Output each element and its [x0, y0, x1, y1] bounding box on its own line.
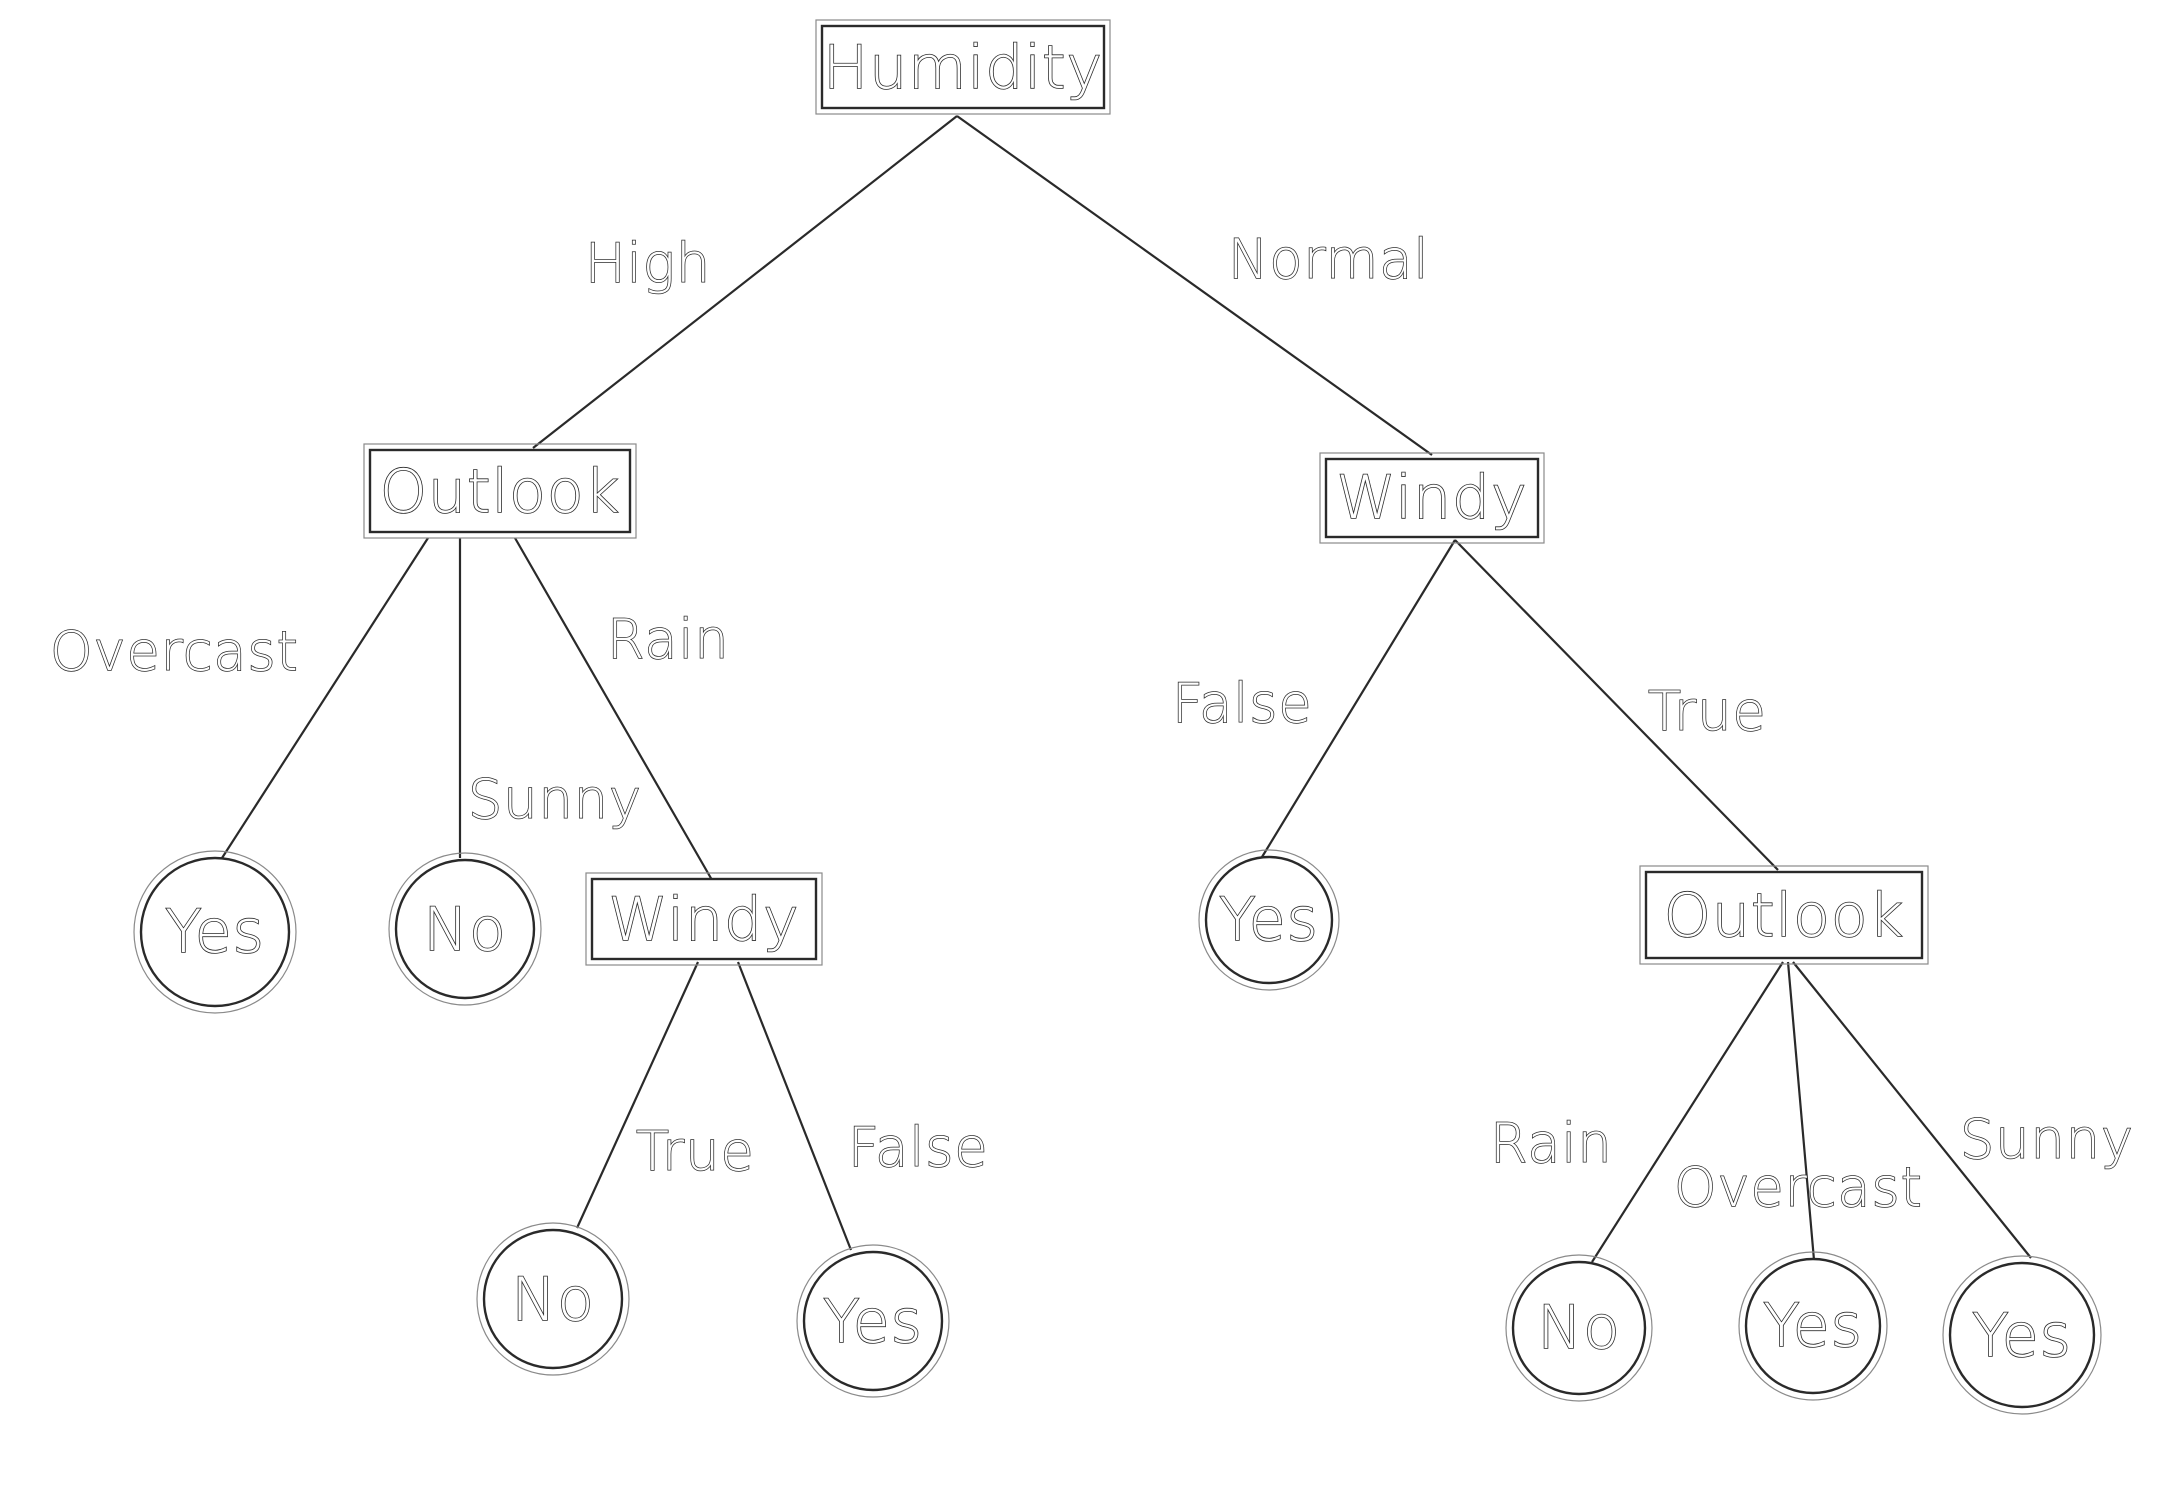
edge-label-high: High	[585, 232, 711, 295]
leaf-label: Yes	[1219, 885, 1319, 955]
decision-node-windy-left: Windy	[585, 872, 823, 966]
leaf-label: No	[511, 1265, 595, 1335]
edge-outlook-right-sunny	[1792, 961, 2032, 1259]
decision-node-outlook-right: Outlook	[1639, 865, 1929, 965]
tree-edges	[221, 115, 2032, 1263]
edge-humidity-high	[532, 115, 958, 449]
leaf-node-no: No	[476, 1222, 630, 1376]
leaf-node-yes: Yes	[133, 850, 297, 1014]
node-label-outlook-left: Outlook	[380, 457, 621, 527]
node-label-windy-left: Windy	[608, 885, 799, 955]
decision-node-humidity: Humidity	[815, 19, 1111, 115]
leaf-label: Yes	[165, 897, 265, 967]
leaf-node-no: No	[1505, 1254, 1653, 1402]
leaf-label: Yes	[1972, 1301, 2072, 1371]
node-label-humidity: Humidity	[823, 33, 1103, 103]
edge-outlook-overcast	[221, 537, 429, 859]
node-label-windy-right: Windy	[1336, 463, 1527, 533]
edge-label-false: False	[848, 1116, 989, 1179]
leaf-node-no: No	[388, 852, 542, 1006]
edge-windy-right-true	[1454, 539, 1779, 871]
leaf-label: No	[1537, 1293, 1621, 1363]
node-label-outlook-right: Outlook	[1664, 881, 1905, 951]
leaf-node-yes: Yes	[796, 1244, 950, 1398]
edge-outlook-right-rain	[1591, 961, 1784, 1263]
leaf-label: Yes	[823, 1287, 923, 1357]
edge-label-true: True	[1648, 680, 1767, 743]
edge-label-false: False	[1172, 672, 1313, 735]
edge-label-rain: Rain	[1490, 1112, 1613, 1175]
edge-windy-true	[575, 961, 700, 1229]
edge-label-overcast: Overcast	[50, 620, 299, 683]
leaf-label: No	[423, 895, 507, 965]
edge-windy-right-false	[1261, 539, 1456, 858]
edge-label-rain: Rain	[607, 608, 730, 671]
edge-label-true: True	[636, 1120, 755, 1183]
leaf-node-yes: Yes	[1738, 1251, 1888, 1401]
leaf-node-yes: Yes	[1198, 849, 1340, 991]
edge-outlook-right-overcast	[1786, 961, 1816, 1261]
edge-label-normal: Normal	[1228, 228, 1429, 291]
edge-label-sunny: Sunny	[468, 768, 642, 831]
leaf-node-yes: Yes	[1942, 1255, 2102, 1415]
edge-label-sunny: Sunny	[1960, 1108, 2134, 1171]
edge-windy-false	[736, 961, 853, 1251]
edge-humidity-normal	[956, 115, 1433, 456]
edge-outlook-rain	[514, 537, 713, 881]
decision-node-outlook-left: Outlook	[363, 443, 637, 539]
decision-node-windy-right: Windy	[1319, 452, 1545, 544]
edge-labels: High Normal Overcast Sunny Rain True Fal…	[49, 227, 2134, 1220]
edge-label-overcast: Overcast	[1674, 1156, 1923, 1219]
leaf-label: Yes	[1763, 1291, 1863, 1361]
